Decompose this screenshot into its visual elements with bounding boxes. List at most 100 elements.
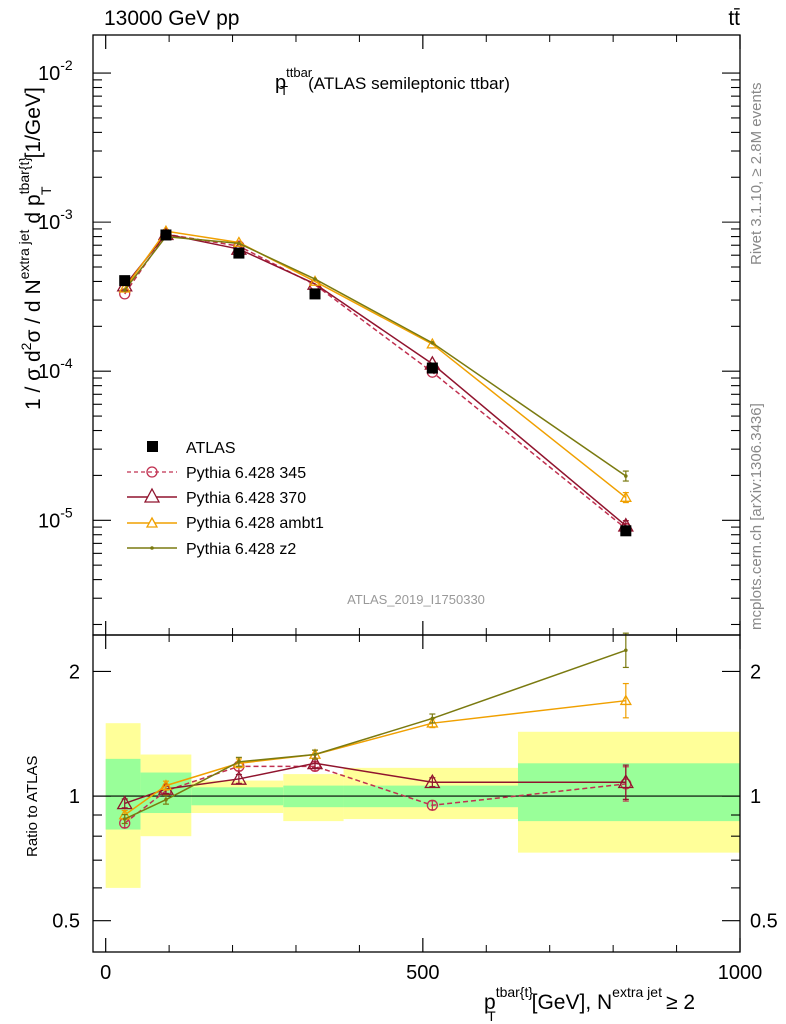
ratio-pythia-6-428-z2-point-3 bbox=[313, 752, 317, 757]
main-line-pythia-6-428-z2 bbox=[124, 235, 627, 477]
legend-marker-345 bbox=[146, 466, 158, 478]
plot-title-rest: (ATLAS semileptonic ttbar) bbox=[308, 74, 510, 93]
main-series-layer bbox=[116, 224, 634, 537]
plot-title-main: p bbox=[275, 72, 286, 94]
y-label-tbar: tbar{t} bbox=[16, 157, 32, 195]
legend-entry-z2: Pythia 6.428 z2 bbox=[127, 541, 296, 558]
ratio-line-pythia-6-428-z2 bbox=[124, 649, 627, 820]
ratio-y-tick-label-2: 2 bbox=[69, 661, 80, 683]
main-axes: 10-210-310-410-5 bbox=[38, 34, 741, 636]
main-pythia-6-428-z2-point-5 bbox=[624, 474, 628, 478]
main-y-tick-label-0: 10-2 bbox=[38, 57, 73, 85]
x-axis-label: ptbar{t} T [GeV], Nextra jet ≥ 2 bbox=[484, 984, 695, 1024]
x-tick-label-1000: 1000 bbox=[718, 962, 763, 984]
ratio-pythia-6-428-z2-point-5 bbox=[624, 648, 628, 653]
legend-entry-ambt1: Pythia 6.428 ambt1 bbox=[127, 515, 324, 532]
data-point-2 bbox=[233, 247, 245, 259]
ratio-pythia-6-428-z2-point-1 bbox=[164, 797, 168, 802]
ratio-pythia-6-428-z2-point-0 bbox=[122, 817, 127, 821]
legend-label-z2: Pythia 6.428 z2 bbox=[186, 541, 296, 558]
ratio-y-tick-label-1: 1 bbox=[69, 786, 80, 808]
ratio-pythia-6-428-z2-point-4 bbox=[430, 716, 435, 721]
ratio-y-tick-label-right-2: 2 bbox=[750, 661, 761, 683]
ratio-pythia-6-428-ambt1-point-5 bbox=[619, 694, 632, 706]
ratio-y-axis-label: Ratio to ATLAS bbox=[24, 756, 41, 857]
legend-label-atlas: ATLAS bbox=[186, 440, 236, 457]
data-point-4 bbox=[426, 362, 438, 374]
main-pythia-6-428-ambt1-point-5 bbox=[619, 491, 632, 502]
legend-marker-atlas bbox=[147, 441, 158, 452]
legend-entry-370: Pythia 6.428 370 bbox=[127, 487, 306, 507]
x-label-sup: tbar{t} bbox=[496, 984, 534, 1000]
legend-marker-z2 bbox=[150, 546, 154, 550]
main-pythia-6-428-z2-point-4 bbox=[430, 341, 435, 345]
ratio-pythia-6-428-ambt1-point-1 bbox=[159, 779, 173, 790]
legend-label-ambt1: Pythia 6.428 ambt1 bbox=[186, 515, 324, 532]
collision-label: 13000 GeV pp bbox=[104, 7, 239, 30]
x-tick-label-0: 0 bbox=[100, 962, 111, 984]
legend-marker-ambt1 bbox=[145, 516, 159, 528]
ratio-pythia-6-428-370-point-2 bbox=[230, 770, 248, 785]
main-y-tick-label-1: 10-3 bbox=[38, 206, 73, 234]
legend: ATLAS Pythia 6.428 345 Pythia 6.428 370 … bbox=[127, 440, 324, 558]
main-pythia-6-428-z2-point-0 bbox=[122, 288, 127, 292]
y-label-sup2: 2 bbox=[18, 342, 34, 350]
ratio-y-tick-label-right-1: 1 bbox=[750, 786, 761, 808]
mcplots-credit-label: mcplots.cern.ch [arXiv:1306.3436] bbox=[748, 403, 765, 630]
plot-title: pttbar T (ATLAS semileptonic ttbar) bbox=[275, 65, 510, 98]
ratio-frame bbox=[92, 634, 741, 953]
x-label-lead: p bbox=[484, 991, 496, 1014]
main-y-tick-label-base-0: 10 bbox=[38, 63, 60, 85]
y-label-mid2: d p bbox=[22, 194, 45, 223]
main-y-tick-label-exp-0: -2 bbox=[60, 57, 73, 73]
x-label-tail: ≥ 2 bbox=[666, 991, 695, 1014]
main-pythia-6-428-z2-point-3 bbox=[313, 277, 317, 281]
ratio-y-tick-label-0: 0.5 bbox=[52, 911, 80, 933]
y-label-sub-t: T bbox=[38, 186, 54, 195]
y-label-lead: 1 / σ d bbox=[22, 350, 45, 410]
plot-title-sup: ttbar bbox=[286, 65, 313, 80]
main-y-axis-label: 1 / σ d2σ / d Nextra jet d ptbar{t} T [1/Ge… bbox=[16, 87, 54, 410]
main-y-tick-label-base-3: 10 bbox=[38, 510, 60, 532]
x-label-sup2: extra jet bbox=[612, 984, 662, 1000]
ratio-pythia-6-428-370-point-3 bbox=[306, 754, 324, 770]
plot-title-sub: T bbox=[280, 83, 288, 98]
y-label-extra-jet: extra jet bbox=[16, 229, 32, 279]
data-point-3 bbox=[309, 288, 321, 300]
ratio-pythia-6-428-z2-point-2 bbox=[237, 760, 241, 764]
x-label-sub: T bbox=[487, 1008, 496, 1024]
ratio-pythia-6-428-370-point-4 bbox=[424, 773, 441, 789]
ratio-series-layer bbox=[93, 632, 740, 829]
legend-label-345: Pythia 6.428 345 bbox=[186, 465, 306, 482]
ratio-pythia-6-428-370-point-5 bbox=[617, 773, 634, 789]
y-label-unit: [1/GeV] bbox=[22, 87, 45, 158]
ratio-pythia-6-428-370-point-0 bbox=[116, 795, 133, 810]
ratio-line-pythia-6-428-345 bbox=[124, 765, 626, 824]
analysis-watermark: ATLAS_2019_I1750330 bbox=[347, 592, 485, 607]
main-y-tick-label-2: 10-4 bbox=[38, 355, 73, 383]
legend-label-370: Pythia 6.428 370 bbox=[186, 490, 306, 507]
ratio-axes: 0 500 1000 0.5 0.5 1 1 2 2 bbox=[52, 634, 778, 984]
y-label-mid: σ / d N bbox=[22, 279, 45, 342]
main-line-pythia-6-428-345 bbox=[124, 233, 627, 530]
main-pythia-6-428-z2-point-2 bbox=[237, 241, 241, 246]
main-y-tick-label-exp-2: -4 bbox=[60, 355, 73, 371]
main-y-tick-label-base-2: 10 bbox=[38, 361, 60, 383]
main-pythia-6-428-ambt1-point-4 bbox=[426, 337, 439, 349]
main-line-pythia-6-428-370 bbox=[124, 233, 627, 527]
x-tick-label-500: 500 bbox=[406, 962, 439, 984]
process-label: tt̄ bbox=[728, 7, 740, 30]
legend-marker-370 bbox=[143, 487, 161, 503]
legend-entry-345: Pythia 6.428 345 bbox=[127, 465, 306, 482]
legend-entry-atlas: ATLAS bbox=[147, 440, 236, 457]
main-y-tick-label-3: 10-5 bbox=[38, 504, 73, 532]
main-y-tick-label-exp-3: -5 bbox=[60, 504, 73, 520]
ratio-pythia-6-428-345-point-4 bbox=[426, 799, 439, 811]
rivet-version-label: Rivet 3.1.10, ≥ 2.8M events bbox=[748, 83, 765, 266]
data-point-1 bbox=[160, 229, 172, 241]
main-y-tick-label-base-1: 10 bbox=[38, 212, 60, 234]
main-y-tick-label-exp-1: -3 bbox=[60, 206, 73, 222]
ratio-y-tick-label-right-0: 0.5 bbox=[750, 911, 778, 933]
data-point-0 bbox=[119, 275, 131, 287]
